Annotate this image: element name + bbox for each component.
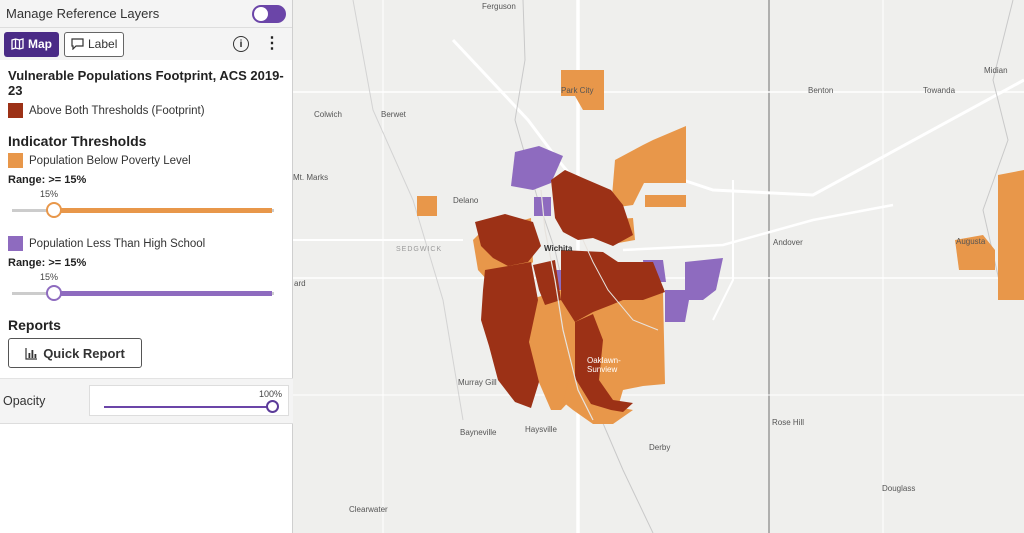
place-label-ard: ard: [294, 279, 306, 288]
poverty-slider-value: 15%: [40, 189, 59, 199]
poverty-swatch: [8, 153, 23, 168]
poverty-threshold-slider[interactable]: 15%: [8, 186, 284, 222]
quick-report-label: Quick Report: [43, 345, 125, 361]
toggle-knob: [254, 6, 268, 21]
reports-heading: Reports: [8, 317, 61, 333]
poverty-areas: [417, 70, 1024, 424]
opacity-slider-thumb[interactable]: [266, 400, 279, 413]
education-label: Population Less Than High School: [29, 237, 206, 250]
footprint-legend-item: Above Both Thresholds (Footprint): [8, 103, 284, 118]
place-label-delano: Delano: [453, 196, 479, 205]
place-label-haysville: Haysville: [525, 425, 558, 434]
place-label-augusta: Augusta: [956, 237, 986, 246]
education-swatch: [8, 236, 23, 251]
label-button-label: Label: [88, 37, 118, 51]
reference-layers-bar: Manage Reference Layers: [0, 0, 292, 28]
opacity-value: 100%: [258, 389, 282, 399]
footprint-legend-label: Above Both Thresholds (Footprint): [29, 104, 205, 117]
map-button-label: Map: [28, 37, 52, 51]
place-label-oaklawn-sunview: Oaklawn-Sunview: [587, 356, 621, 374]
footprint-swatch: [8, 103, 23, 118]
footprint-title: Vulnerable Populations Footprint, ACS 20…: [8, 68, 284, 98]
footprint-areas: [475, 170, 665, 412]
reference-layers-title: Manage Reference Layers: [6, 6, 160, 21]
place-label-rose-hill: Rose Hill: [772, 418, 805, 427]
place-label-derby: Derby: [649, 443, 671, 452]
education-slider-value: 15%: [40, 272, 59, 282]
info-icon[interactable]: i: [233, 36, 249, 52]
poverty-legend-item: Population Below Poverty Level: [8, 153, 284, 168]
place-label-douglass: Douglass: [882, 484, 916, 493]
education-range: Range: >= 15%: [8, 257, 87, 269]
poverty-slider-fill: [53, 208, 272, 213]
place-label-clearwater: Clearwater: [349, 505, 388, 514]
place-label-park-city: Park City: [561, 86, 594, 95]
county-label-sedgwick: SEDGWICK: [396, 246, 443, 253]
poverty-slider-thumb[interactable]: [46, 202, 62, 218]
place-label-benton: Benton: [808, 86, 834, 95]
place-label-murray-gill: Murray Gill: [458, 378, 497, 387]
opacity-label: Opacity: [3, 394, 46, 408]
place-label-bayneville: Bayneville: [460, 428, 497, 437]
quick-report-button[interactable]: Quick Report: [8, 338, 142, 368]
comment-icon: [71, 38, 84, 50]
opacity-slider[interactable]: 100%: [89, 385, 289, 416]
label-view-button[interactable]: Label: [64, 31, 125, 57]
map-basemap: [293, 0, 1024, 533]
place-label-wichita: Wichita: [544, 244, 573, 253]
legend-content: Vulnerable Populations Footprint, ACS 20…: [0, 68, 292, 368]
map-view-button[interactable]: Map: [4, 31, 59, 57]
bar-chart-icon: [25, 347, 38, 360]
education-slider-thumb[interactable]: [46, 285, 62, 301]
place-label-midian: Midian: [984, 66, 1008, 75]
place-label-andover: Andover: [773, 238, 803, 247]
indicator-heading: Indicator Thresholds: [8, 133, 147, 149]
education-slider-fill: [53, 291, 272, 296]
place-label-towanda: Towanda: [923, 86, 956, 95]
opacity-slider-track: [104, 406, 274, 408]
poverty-range: Range: >= 15%: [8, 174, 87, 186]
view-mode-row: Map Label i ⋮: [0, 28, 292, 60]
map-icon: [11, 38, 24, 50]
place-label-mt-marks: Mt. Marks: [293, 173, 329, 182]
place-label-berwet: Berwet: [381, 110, 406, 119]
more-menu-icon[interactable]: ⋮: [264, 35, 280, 52]
poverty-label: Population Below Poverty Level: [29, 154, 191, 167]
layer-panel: Manage Reference Layers Map Label i ⋮ Vu…: [0, 0, 293, 533]
place-label-ferguson: Ferguson: [482, 2, 516, 11]
education-threshold-slider[interactable]: 15%: [8, 269, 284, 305]
opacity-control: Opacity 100%: [0, 378, 293, 424]
reference-layers-toggle[interactable]: [252, 4, 286, 23]
education-legend-item: Population Less Than High School: [8, 236, 284, 251]
map-canvas[interactable]: Ferguson Park City Benton Towanda Midian…: [293, 0, 1024, 533]
place-label-colwich: Colwich: [314, 110, 343, 119]
